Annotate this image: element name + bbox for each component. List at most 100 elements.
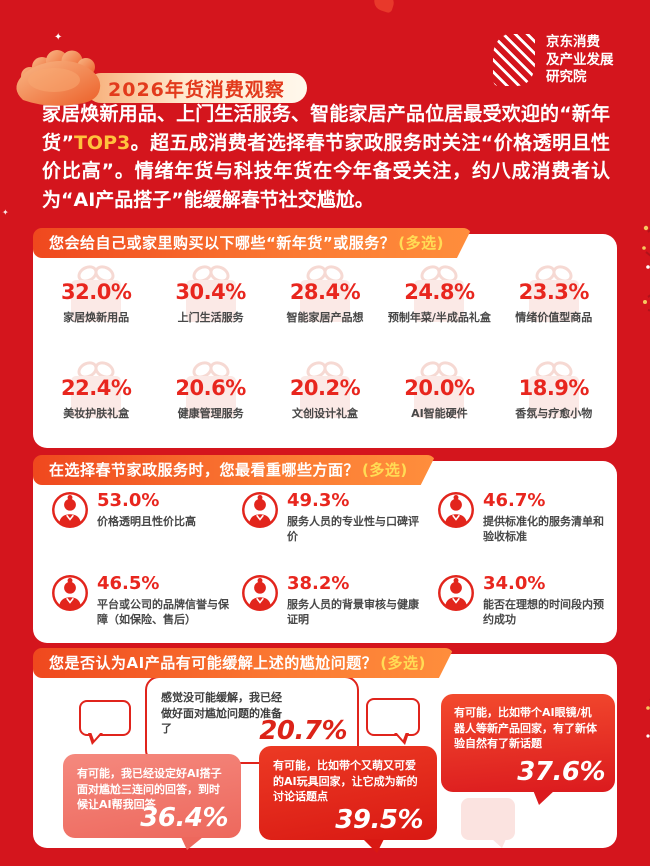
bubble-text: 有可能，比如带个AI眼镜/机器人等新产品回家，有了新体验自然有了新话题 bbox=[454, 706, 597, 750]
section2-card: 53.0% 价格透明且性价比高 49.3% 服务人员的专业性与口碑评价 46.7… bbox=[33, 461, 617, 643]
bubble-text: 有可能，比如带个又萌又可爱的AI玩具回家，让它成为新的讨论话题点 bbox=[273, 759, 418, 803]
stat-label: 家居焕新用品 bbox=[63, 311, 130, 324]
stat-value: 20.6% bbox=[175, 376, 246, 400]
stat-label: 香氛与疗愈小物 bbox=[515, 407, 593, 420]
section-housekeeping: 在选择春节家政服务时，您最看重哪些方面？ (多选) 53.0% 价格透明且性价比… bbox=[33, 455, 617, 643]
bubble-value: 36.4% bbox=[140, 803, 228, 833]
answer-bubble-ai-toy: 有可能，比如带个又萌又可爱的AI玩具回家，让它成为新的讨论话题点 39.5% bbox=[259, 746, 437, 853]
section2-title-ribbon: 在选择春节家政服务时，您最看重哪些方面？ (多选) bbox=[33, 455, 436, 485]
stat-value: 38.2% bbox=[287, 573, 350, 594]
stat-value: 46.7% bbox=[483, 490, 546, 511]
housekeeper-icon bbox=[242, 492, 278, 528]
stat-label: 服务人员的专业性与口碑评价 bbox=[287, 515, 419, 543]
bubble-text: 感觉没可能缓解，我已经做好面对尴尬问题的准备了 bbox=[161, 691, 282, 735]
gift-icon bbox=[70, 358, 122, 418]
gift-icon bbox=[299, 262, 351, 322]
stat-item: 46.7% 提供标准化的服务清单和验收标准 bbox=[437, 491, 607, 560]
bubble-value: 37.6% bbox=[517, 757, 605, 787]
fireworks-icon bbox=[646, 698, 650, 738]
housekeeper-icon bbox=[52, 575, 88, 611]
stat-item: 46.5% 平台或公司的品牌信誉与保障（如保险、售后） bbox=[51, 574, 241, 643]
jd-research-logo: 京东消费 及产业发展 研究院 bbox=[493, 34, 638, 87]
stat-grid: 32.0% 家居焕新用品 30.4% 上门生活服务 28.4% 智能家居产品想 … bbox=[33, 234, 617, 456]
intro-text: 家居焕新用品、上门生活服务、智能家居产品位居最受欢迎的“新年货” bbox=[42, 103, 610, 154]
jd-stripes-icon bbox=[493, 34, 535, 87]
stat-value: 23.3% bbox=[518, 280, 590, 304]
stat-label: 提供标准化的服务清单和验收标准 bbox=[483, 515, 604, 543]
stat-value: 34.0% bbox=[483, 573, 546, 594]
section2-title: 在选择春节家政服务时，您最看重哪些方面？ bbox=[49, 461, 360, 479]
section1-title-ribbon: 您会给自己或家里购买以下哪些“新年货”或服务？ (多选) bbox=[33, 228, 472, 258]
gift-icon bbox=[299, 358, 351, 418]
stat-value: 53.0% bbox=[97, 490, 160, 511]
stat-label: 服务人员的背景审核与健康证明 bbox=[287, 598, 419, 626]
jd-logo-line: 京东消费 bbox=[546, 34, 600, 50]
bow-ornament-icon bbox=[371, 0, 397, 14]
stat-item: 23.3% 情绪价值型商品 bbox=[497, 262, 611, 360]
stat-value: 49.3% bbox=[287, 490, 350, 511]
stat-item: 38.2% 服务人员的背景审核与健康证明 bbox=[241, 574, 437, 643]
section2-multi-select-tag: (多选) bbox=[362, 461, 408, 479]
empty-speech-bubble-icon bbox=[79, 700, 131, 745]
empty-speech-bubble-icon bbox=[366, 698, 420, 745]
stat-item: 49.3% 服务人员的专业性与口碑评价 bbox=[241, 491, 437, 560]
dumpling-illustration bbox=[8, 46, 110, 110]
stat-value: 20.2% bbox=[289, 376, 361, 400]
intro-paragraph: 家居焕新用品、上门生活服务、智能家居产品位居最受欢迎的“新年货”TOP3。超五成… bbox=[42, 100, 610, 214]
stat-value: 46.5% bbox=[97, 573, 160, 594]
section1-multi-select-tag: (多选) bbox=[398, 234, 444, 252]
section3-multi-select-tag: (多选) bbox=[380, 654, 426, 672]
stat-label: AI智能硬件 bbox=[411, 407, 468, 420]
stat-item: 53.0% 价格透明且性价比高 bbox=[51, 491, 241, 560]
stat-label: 价格透明且性价比高 bbox=[97, 515, 196, 528]
stat-label: 智能家居产品想 bbox=[286, 311, 364, 324]
stat-item: 24.8% 预制年菜/半成品礼盒 bbox=[382, 262, 496, 360]
gift-icon bbox=[413, 358, 465, 418]
answer-bubble-ai-glasses: 有可能，比如带个AI眼镜/机器人等新产品回家，有了新体验自然有了新话题 37.6… bbox=[441, 694, 615, 805]
jd-logo-text: 京东消费 及产业发展 研究院 bbox=[546, 34, 638, 87]
stat-item: 22.4% 美妆护肤礼盒 bbox=[39, 358, 153, 456]
stat-item: 32.0% 家居焕新用品 bbox=[39, 262, 153, 360]
stat-value: 18.9% bbox=[518, 376, 590, 400]
stat-label: 上门生活服务 bbox=[177, 311, 244, 324]
housekeeper-icon bbox=[438, 492, 474, 528]
stat-item: 20.0% AI智能硬件 bbox=[382, 358, 496, 456]
gift-icon bbox=[413, 262, 465, 322]
housekeeper-icon bbox=[242, 575, 278, 611]
stat-value: 24.8% bbox=[404, 280, 475, 304]
gift-icon bbox=[528, 358, 580, 418]
stat-label: 健康管理服务 bbox=[177, 407, 244, 420]
stat-label: 平台或公司的品牌信誉与保障（如保险、售后） bbox=[97, 598, 229, 626]
stat-value: 22.4% bbox=[61, 376, 132, 400]
stat-label: 情绪价值型商品 bbox=[515, 311, 593, 324]
stat-item: 20.2% 文创设计礼盒 bbox=[268, 358, 382, 456]
section3-title-ribbon: 您是否认为AI产品有可能缓解上述的尴尬问题？ (多选) bbox=[33, 648, 454, 678]
gift-icon bbox=[185, 358, 237, 418]
sparkle-icon: ✦ bbox=[2, 208, 9, 217]
section3-title: 您是否认为AI产品有可能缓解上述的尴尬问题？ bbox=[49, 654, 378, 672]
stat-label: 美妆护肤礼盒 bbox=[63, 407, 130, 420]
empty-speech-bubble-icon bbox=[461, 798, 515, 848]
jd-logo-line: 研究院 bbox=[546, 69, 587, 85]
section1-title: 您会给自己或家里购买以下哪些“新年货”或服务？ bbox=[49, 234, 396, 252]
stat-label: 能否在理想的时间段内预约成功 bbox=[483, 598, 604, 626]
stat-item: 18.9% 香氛与疗愈小物 bbox=[497, 358, 611, 456]
stat-item: 28.4% 智能家居产品想 bbox=[268, 262, 382, 360]
answer-bubble-no: 感觉没可能缓解，我已经做好面对尴尬问题的准备了 20.7% bbox=[145, 676, 359, 764]
stat-label: 文创设计礼盒 bbox=[291, 407, 358, 420]
bubble-value: 20.7% bbox=[259, 716, 347, 746]
bubble-value: 39.5% bbox=[335, 805, 423, 835]
stat-item: 34.0% 能否在理想的时间段内预约成功 bbox=[437, 574, 607, 643]
intro-highlight-top3: TOP3 bbox=[73, 131, 131, 154]
intro-text: 。超五成消费者选择春节家政服务时关注“价格透明且性价比高”。情绪年货与科技年货在… bbox=[42, 131, 610, 211]
section1-card: 32.0% 家居焕新用品 30.4% 上门生活服务 28.4% 智能家居产品想 … bbox=[33, 234, 617, 448]
title-badge: 2026年货消费观察 bbox=[86, 73, 307, 103]
stat-item: 30.4% 上门生活服务 bbox=[153, 262, 267, 360]
section3-card: 感觉没可能缓解，我已经做好面对尴尬问题的准备了 20.7% 有可能，比如带个AI… bbox=[33, 654, 617, 853]
stat-value: 28.4% bbox=[289, 280, 361, 304]
stat-value: 30.4% bbox=[175, 280, 246, 304]
housekeeper-icon bbox=[52, 492, 88, 528]
jd-logo-line: 及产业发展 bbox=[546, 51, 614, 68]
gift-icon bbox=[70, 262, 122, 322]
stat-value: 32.0% bbox=[61, 280, 132, 304]
